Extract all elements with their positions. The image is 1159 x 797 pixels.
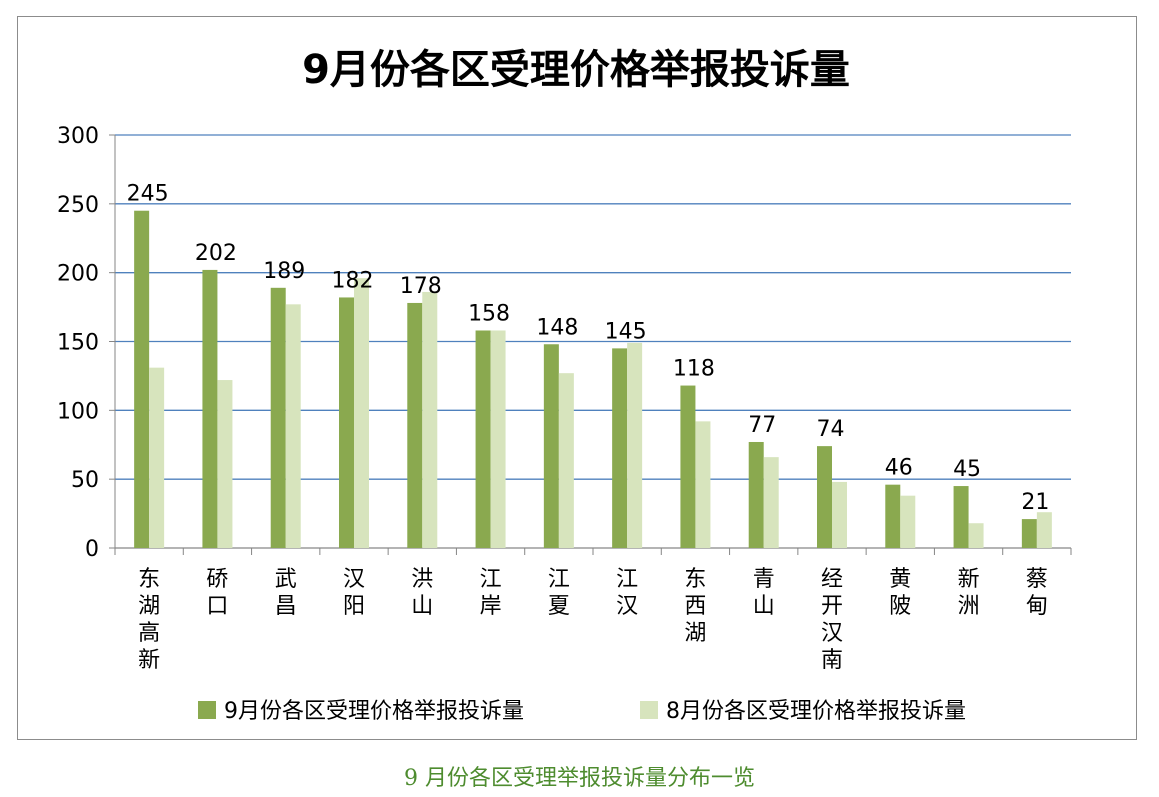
x-tick-label: 黄陂 — [889, 567, 911, 619]
bar-series-2 — [695, 421, 711, 548]
legend-swatch-series-1 — [198, 701, 216, 719]
bar-series-2 — [968, 523, 984, 548]
bar-series-1 — [680, 385, 696, 548]
bar-series-2 — [490, 330, 506, 548]
y-axis: 0 50 100 150 200 250 300 — [57, 124, 116, 562]
gridlines — [115, 134, 1071, 480]
data-label: 46 — [885, 456, 913, 481]
x-tick-label: 东西湖 — [684, 567, 706, 646]
y-tick-label: 300 — [57, 124, 99, 149]
data-label: 158 — [468, 301, 510, 326]
legend-label-series-1: 9月份各区受理价格举报投诉量 — [224, 699, 524, 724]
y-tick-label: 100 — [57, 399, 99, 424]
data-label: 74 — [817, 417, 845, 442]
x-tick-label: 经开汉南 — [821, 567, 843, 673]
bar-series-2 — [627, 342, 643, 548]
legend-label-series-2: 8月份各区受理价格举报投诉量 — [666, 699, 966, 724]
bar-series-1 — [407, 302, 423, 548]
legend: 9月份各区受理价格举报投诉量 8月份各区受理价格举报投诉量 — [198, 699, 966, 724]
data-label: 148 — [536, 315, 578, 340]
x-tick-label: 江汉 — [616, 567, 638, 619]
bar-series-2 — [558, 373, 574, 548]
data-label: 178 — [400, 274, 442, 299]
bar-series-1 — [1021, 519, 1037, 548]
bars — [134, 210, 1052, 548]
x-tick-label: 武昌 — [275, 567, 297, 619]
bar-series-2 — [422, 291, 438, 548]
bar-series-1 — [475, 330, 491, 548]
chart-title: 9月份各区受理价格举报投诉量 — [302, 47, 850, 93]
data-label: 245 — [127, 182, 169, 207]
data-label: 202 — [195, 241, 237, 266]
bar-series-2 — [285, 304, 301, 548]
x-tick-label: 江岸 — [480, 567, 502, 619]
data-label: 77 — [748, 413, 776, 438]
x-tick-label: 江夏 — [548, 567, 570, 619]
x-tick-label: 硚口 — [206, 567, 228, 619]
y-tick-label: 0 — [85, 537, 99, 562]
data-label: 45 — [953, 457, 981, 482]
data-label: 182 — [332, 268, 374, 293]
bar-series-2 — [832, 481, 847, 548]
x-tick-label: 东湖高新 — [138, 567, 160, 673]
x-tick-label: 青山 — [753, 567, 775, 619]
bar-series-1 — [612, 348, 628, 548]
bar-series-1 — [339, 297, 354, 548]
bar-series-1 — [270, 287, 286, 548]
data-label: 145 — [605, 319, 647, 344]
data-labels: 245 202 189 182 178 158 148 145 118 77 74 46 45 21 — [127, 182, 1050, 515]
bar-series-1 — [953, 486, 969, 548]
bar-series-1 — [202, 269, 218, 548]
x-tick-label: 新洲 — [958, 567, 980, 619]
bar-series-1 — [543, 344, 559, 548]
bar-series-1 — [748, 441, 764, 548]
bar-series-2 — [149, 367, 165, 548]
bar-series-2 — [1036, 512, 1052, 548]
bar-series-2 — [900, 495, 916, 548]
y-tick-label: 250 — [57, 193, 99, 218]
bar-series-2 — [217, 380, 233, 548]
y-tick-label: 50 — [71, 468, 99, 493]
chart-frame: 9月份各区受理价格举报投诉量 0 50 100 150 200 250 300 东湖高新 硚口… — [17, 16, 1137, 740]
x-tick-label: 洪山 — [411, 567, 433, 619]
data-label: 118 — [673, 357, 715, 382]
bar-series-2 — [763, 457, 779, 548]
bar-chart: 9月份各区受理价格举报投诉量 0 50 100 150 200 250 300 东湖高新 硚口… — [57, 47, 1072, 724]
data-label: 21 — [1021, 490, 1049, 515]
legend-swatch-series-2 — [640, 701, 658, 719]
figure-caption: 9 月份各区受理举报投诉量分布一览 — [404, 766, 755, 791]
data-label: 189 — [263, 259, 305, 284]
bar-series-1 — [817, 446, 832, 548]
y-tick-label: 150 — [57, 331, 99, 356]
bar-series-1 — [885, 484, 901, 548]
bar-series-2 — [354, 278, 369, 548]
bar-series-1 — [134, 210, 150, 548]
x-tick-label: 汉阳 — [343, 567, 365, 619]
x-tick-label: 蔡甸 — [1026, 567, 1048, 619]
y-tick-label: 200 — [57, 262, 99, 287]
